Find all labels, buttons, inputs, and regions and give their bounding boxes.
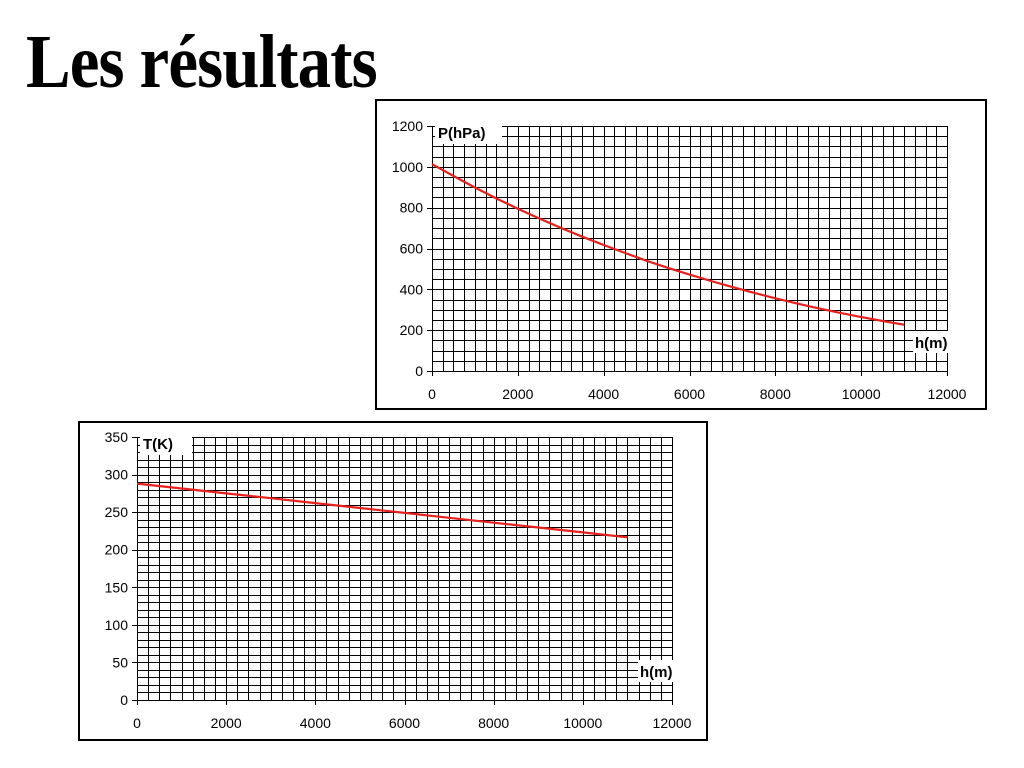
x-tick-label: 8000 (478, 715, 509, 731)
y-axis-label-bg (140, 432, 192, 455)
x-tick-label: 2000 (211, 715, 242, 731)
x-axis-label-text: h(m) (640, 664, 673, 681)
y-axis-label-text: P(hPa) (438, 125, 486, 142)
pressure-y-axis-label: P(hPa) (435, 121, 502, 144)
x-tick-label: 12000 (653, 715, 692, 731)
temperature-ticks: 0 50 100 150 200 250 300 350 0 2000 4000 6000 8000 10… (105, 429, 692, 731)
y-axis-label-text: T(K) (143, 436, 173, 453)
temperature-chart: 0 50 100 150 200 250 300 350 0 2000 4000 6000 8000 10… (78, 421, 708, 741)
temperature-chart-svg: 0 50 100 150 200 250 300 350 0 2000 4000 6000 8000 10… (105, 429, 692, 731)
y-tick-label: 800 (400, 200, 424, 216)
y-tick-label: 350 (105, 429, 129, 445)
x-tick-label: 2000 (502, 386, 533, 402)
x-tick-label: 0 (428, 386, 436, 402)
x-tick-label: 8000 (760, 386, 791, 402)
y-tick-label: 50 (112, 654, 128, 670)
y-tick-label: 600 (400, 241, 424, 257)
pressure-x-axis-label: h(m) (913, 331, 955, 353)
x-tick-label: 12000 (928, 386, 967, 402)
temperature-x-axis-label: h(m) (638, 660, 680, 682)
x-tick-label: 6000 (389, 715, 420, 731)
y-tick-label: 100 (105, 617, 129, 633)
pressure-chart: 0 200 400 600 800 1000 1200 0 2000 4000 6000 8000 10… (375, 99, 987, 410)
x-axis-label-bg (638, 660, 680, 682)
y-tick-label: 1000 (392, 159, 423, 175)
x-tick-label: 10000 (842, 386, 881, 402)
x-tick-label: 6000 (674, 386, 705, 402)
y-tick-label: 300 (105, 467, 129, 483)
y-tick-label: 1200 (392, 118, 423, 134)
y-tick-label: 0 (120, 692, 128, 708)
y-tick-label: 150 (105, 579, 129, 595)
slide-title: Les résultats (26, 20, 378, 104)
temperature-series-line (136, 482, 628, 539)
x-tick-label: 0 (133, 715, 141, 731)
y-tick-label: 200 (105, 542, 129, 558)
x-axis-label-text: h(m) (915, 335, 948, 352)
y-axis-label-bg (435, 121, 502, 144)
y-tick-label: 250 (105, 504, 129, 520)
temperature-grid (137, 437, 673, 701)
temperature-y-axis-label: T(K) (140, 432, 192, 455)
x-tick-label: 10000 (563, 715, 602, 731)
pressure-series-line (431, 163, 905, 326)
y-tick-label: 0 (415, 363, 423, 379)
pressure-grid (432, 126, 948, 372)
x-axis-label-bg (913, 331, 955, 353)
y-tick-label: 200 (400, 322, 424, 338)
x-tick-label: 4000 (588, 386, 619, 402)
y-tick-label: 400 (400, 281, 424, 297)
x-tick-label: 4000 (300, 715, 331, 731)
